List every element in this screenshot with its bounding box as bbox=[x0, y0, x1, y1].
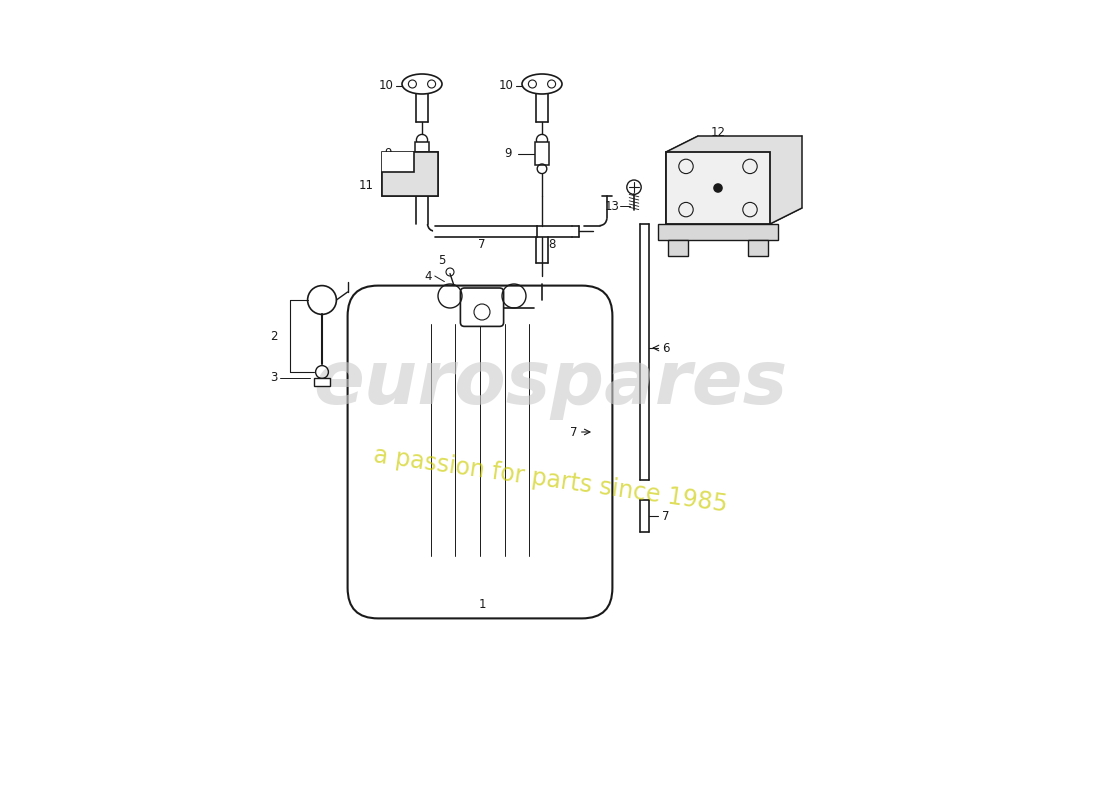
Text: 10: 10 bbox=[378, 79, 394, 92]
Polygon shape bbox=[669, 240, 688, 256]
FancyBboxPatch shape bbox=[382, 152, 438, 196]
Text: 10: 10 bbox=[498, 79, 514, 92]
Text: 7: 7 bbox=[570, 426, 578, 438]
Bar bbox=[415, 142, 429, 165]
Polygon shape bbox=[658, 224, 778, 240]
Text: 12: 12 bbox=[711, 126, 726, 138]
Polygon shape bbox=[666, 136, 802, 224]
Bar bbox=[535, 142, 549, 165]
Circle shape bbox=[713, 183, 723, 193]
FancyBboxPatch shape bbox=[382, 152, 414, 172]
Text: 11: 11 bbox=[359, 179, 374, 192]
Text: 3: 3 bbox=[271, 371, 277, 384]
Text: 13: 13 bbox=[605, 200, 619, 213]
Text: eurospares: eurospares bbox=[312, 347, 788, 421]
Text: 5: 5 bbox=[438, 254, 446, 266]
Bar bbox=[314, 378, 330, 386]
Text: 6: 6 bbox=[662, 342, 670, 354]
Polygon shape bbox=[382, 152, 438, 196]
Text: 9: 9 bbox=[384, 147, 392, 160]
Text: a passion for parts since 1985: a passion for parts since 1985 bbox=[372, 443, 728, 517]
Text: 4: 4 bbox=[425, 270, 432, 282]
Polygon shape bbox=[666, 152, 770, 224]
FancyBboxPatch shape bbox=[348, 286, 613, 618]
Text: 7: 7 bbox=[662, 510, 670, 522]
Text: 1: 1 bbox=[478, 598, 486, 610]
Text: 9: 9 bbox=[504, 147, 512, 160]
Ellipse shape bbox=[402, 74, 442, 94]
FancyBboxPatch shape bbox=[461, 288, 504, 326]
Text: 7: 7 bbox=[478, 238, 486, 250]
Ellipse shape bbox=[522, 74, 562, 94]
Text: 8: 8 bbox=[549, 238, 557, 250]
Text: 2: 2 bbox=[271, 330, 277, 342]
Polygon shape bbox=[748, 240, 768, 256]
